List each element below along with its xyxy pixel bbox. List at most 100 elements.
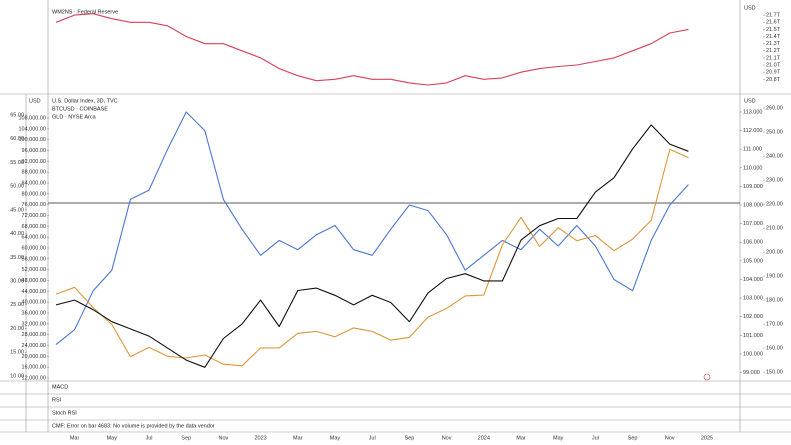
y-tick-label: 40,000.00 (22, 300, 46, 306)
y-tick-label: 52,000.00 (22, 267, 46, 273)
y-tick-label: 230.00 (766, 178, 783, 184)
series-line (55, 111, 689, 346)
x-tick-label: Jul (369, 435, 376, 441)
y-tick-label: 20,000.00 (22, 354, 46, 360)
y-tick-label: 36,000.00 (22, 310, 46, 316)
panel-title: WM2NS · Federal Reserve (52, 9, 118, 15)
event-marker (703, 373, 711, 381)
y-tick-label: 250.00 (766, 130, 783, 136)
y-tick-label: 260.00 (766, 106, 783, 112)
y-tick-label: 72,000.00 (22, 213, 46, 219)
y-tick-label: 24,000.00 (22, 343, 46, 349)
y-tick-label: 109.000 (743, 184, 763, 190)
y-tick-label: 150.00 (766, 370, 783, 376)
y-tick-label: 200.00 (766, 250, 783, 256)
y-tick-label: 10.00 (10, 373, 24, 379)
y-tick-label: 25.00 (10, 302, 24, 308)
y-tick-label: 190.00 (766, 274, 783, 280)
y-tick-label: 40.00 (10, 231, 24, 237)
pane-label: RSI (52, 397, 62, 403)
x-tick-label: Sep (405, 435, 415, 441)
y-tick-label: 65.00 (10, 112, 24, 118)
y-tick-label: 99.000 (743, 370, 760, 376)
y-tick-label: 103.000 (743, 296, 763, 302)
x-tick-label: Mar (293, 435, 303, 441)
series-line (55, 124, 689, 368)
y-tick-label: 180.00 (766, 298, 783, 304)
y-tick-label: 108.000 (743, 202, 763, 208)
y-tick-label: 106.000 (743, 240, 763, 246)
series-line (55, 13, 689, 86)
legend-entry: U.S. Dollar Index, 3D, TVC (52, 98, 118, 104)
pane-label: CMF: Error on bar 4683: No volume is pro… (52, 423, 215, 429)
y-tick-label: 92,000.00 (22, 159, 46, 165)
y-tick-label: 60.00 (10, 136, 24, 142)
y-tick-label: 44,000.00 (22, 289, 46, 295)
y-tick-label: 12,000.00 (22, 375, 46, 381)
y-tick-label: 112.000 (743, 128, 762, 134)
y-tick-label: 111.000 (743, 147, 762, 153)
y-tick-label: 210.00 (766, 226, 783, 232)
x-tick-label: May (553, 435, 564, 441)
y-tick-label: 15.00 (10, 350, 24, 356)
x-tick-label: 2025 (701, 435, 713, 441)
y-tick-label: 64,000.00 (22, 235, 46, 241)
y-tick-label: 21.1T (766, 55, 781, 61)
y-tick-label: 220.00 (766, 202, 783, 208)
y-tick-label: 55.00 (10, 160, 24, 166)
x-tick-label: Mar (516, 435, 526, 441)
y-tick-label: 113.000 (743, 109, 762, 115)
y-tick-label: 104,000.00 (18, 126, 46, 132)
y-tick-label: 45.00 (10, 207, 24, 213)
y-tick-label: 68,000.00 (22, 224, 46, 230)
x-tick-label: Nov (219, 435, 229, 441)
y-tick-label: 21.4T (766, 34, 781, 40)
y-tick-label: 240.00 (766, 154, 783, 160)
y-tick-label: 50.00 (10, 184, 24, 190)
y-tick-label: 102.000 (743, 314, 763, 320)
x-tick-label: Jul (592, 435, 599, 441)
pane-label: MACD (52, 384, 68, 390)
x-tick-label: Nov (442, 435, 452, 441)
y-tick-label: 105.000 (743, 258, 763, 264)
y-tick-label: 35.00 (10, 255, 24, 261)
x-tick-label: Jul (145, 435, 152, 441)
y-tick-label: 170.00 (766, 322, 783, 328)
y-tick-label: 76,000.00 (22, 202, 46, 208)
y-tick-label: 107.000 (743, 221, 763, 227)
y-tick-label: 20.9T (766, 70, 781, 76)
y-tick-label: 21.0T (766, 62, 781, 68)
y-tick-label: 16,000.00 (22, 365, 46, 371)
x-tick-label: May (330, 435, 341, 441)
x-tick-label: Sep (628, 435, 638, 441)
y-tick-label: 30.00 (10, 278, 24, 284)
y-tick-label: 56,000.00 (22, 256, 46, 262)
x-tick-label: 2024 (478, 435, 490, 441)
y-tick-label: 96,000.00 (22, 148, 46, 154)
y-tick-label: 21.7T (766, 13, 781, 19)
y-tick-label: 48,000.00 (22, 278, 46, 284)
y-tick-label: 160.00 (766, 346, 783, 352)
axis-unit: USD (29, 98, 41, 104)
x-tick-label: 2023 (254, 435, 266, 441)
axis-unit: USD (744, 98, 756, 104)
y-tick-label: 100.000 (743, 351, 763, 357)
x-tick-label: May (107, 435, 118, 441)
y-tick-label: 100,000.00 (18, 137, 46, 143)
x-tick-label: Nov (665, 435, 675, 441)
legend-entry: GLD · NYSE Arca (52, 114, 97, 120)
y-tick-label: 108,000.00 (18, 115, 46, 121)
y-tick-label: 21.2T (766, 48, 781, 54)
axis-unit: USD (744, 5, 756, 11)
x-tick-label: Mar (70, 435, 80, 441)
y-tick-label: 20.00 (10, 326, 24, 332)
y-tick-label: 20.8T (766, 77, 781, 83)
y-tick-label: 21.5T (766, 27, 781, 33)
y-tick-label: 101.000 (743, 333, 763, 339)
y-tick-label: 60,000.00 (22, 245, 46, 251)
y-tick-label: 21.3T (766, 41, 781, 47)
x-tick-label: Sep (181, 435, 191, 441)
y-tick-label: 28,000.00 (22, 332, 46, 338)
legend-entry: BTCUSD · COINBASE (52, 106, 108, 112)
